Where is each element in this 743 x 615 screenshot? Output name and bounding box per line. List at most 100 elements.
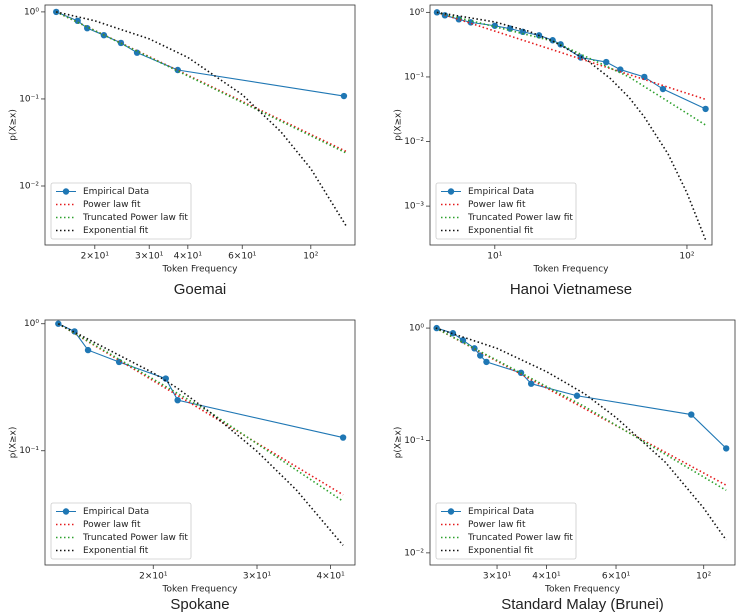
x-axis-label: Token Frequency [533, 265, 610, 275]
legend-label: Power law fit [83, 520, 141, 530]
legend-marker [62, 188, 70, 195]
x-tick-label: 2×10¹ [139, 572, 168, 582]
x-tick-label: 3×10¹ [135, 252, 164, 262]
data-point [557, 41, 564, 48]
y-tick-label: 10⁰ [24, 319, 39, 329]
series-line [436, 11, 707, 126]
data-point [527, 380, 535, 387]
plot-frame [44, 4, 356, 246]
data-point [477, 352, 484, 359]
legend-label: Empirical Data [468, 187, 534, 197]
legend-marker [62, 508, 70, 515]
y-tick-label: 10⁻² [404, 137, 424, 147]
series-line [57, 323, 344, 496]
x-axis-label: Token Frequency [162, 265, 239, 275]
legend-label: Power law fit [468, 520, 526, 530]
panel-caption: Goemai [174, 281, 227, 298]
plot-frame [44, 319, 356, 566]
legend-label: Power law fit [83, 200, 141, 210]
series-line [57, 323, 344, 546]
data-point [722, 445, 730, 452]
y-tick-label: 10⁻¹ [19, 94, 39, 104]
data-point [55, 320, 62, 327]
x-tick-label: 4×10¹ [174, 252, 203, 262]
data-point [688, 411, 695, 418]
series-line [436, 11, 707, 241]
series-line [57, 323, 344, 502]
data-point [659, 85, 667, 93]
data-point [617, 66, 624, 73]
legend-label: Empirical Data [468, 507, 534, 517]
data-point [471, 345, 478, 352]
series-line [58, 323, 344, 439]
y-tick-label: 10⁻¹ [404, 436, 424, 446]
series-line [436, 11, 706, 110]
y-tick-label: 10⁰ [409, 8, 424, 18]
series-line [436, 11, 706, 101]
x-tick-label: 10² [696, 572, 711, 582]
data-point [573, 392, 581, 399]
legend-box [435, 502, 577, 560]
legend-marker [447, 188, 455, 195]
legend-label: Exponential fit [83, 226, 149, 236]
series-line [55, 11, 345, 97]
legend-marker [447, 508, 455, 515]
data-point [339, 434, 347, 441]
y-tick-label: 10⁰ [409, 324, 424, 334]
data-point [117, 39, 125, 47]
legend-label: Exponential fit [83, 546, 149, 556]
data-point [174, 396, 181, 404]
legend-label: Empirical Data [83, 187, 149, 197]
legend-label: Truncated Power law fit [82, 213, 188, 223]
y-tick-label: 10⁻¹ [404, 72, 424, 82]
panel-caption: Spokane [170, 596, 229, 613]
series-line [56, 11, 347, 227]
y-tick-label: 10⁰ [24, 7, 39, 17]
series-line [435, 327, 727, 492]
legend-box [50, 502, 192, 560]
x-tick-label: 4×10¹ [532, 572, 561, 582]
legend-label: Exponential fit [468, 226, 534, 236]
series-line [436, 327, 727, 449]
x-tick-label: 6×10¹ [602, 572, 631, 582]
x-tick-label: 10² [303, 252, 318, 262]
legend-box [435, 182, 577, 240]
y-tick-label: 10⁻¹ [19, 446, 39, 456]
legend-box [50, 182, 192, 240]
y-tick-label: 10⁻³ [404, 202, 424, 212]
series-line [55, 11, 347, 154]
data-point [449, 330, 457, 337]
data-point [483, 358, 490, 366]
x-tick-label: 3×10¹ [243, 572, 272, 582]
x-tick-label: 6×10¹ [228, 252, 257, 262]
x-tick-label: 3×10¹ [483, 572, 512, 582]
y-axis-label: p(X≥x) [394, 427, 404, 459]
x-axis-label: Token Frequency [544, 585, 621, 595]
y-axis-label: p(X≥x) [9, 109, 19, 141]
series-line [435, 327, 727, 486]
plot-frame [429, 4, 713, 246]
y-axis-label: p(X≥x) [9, 427, 19, 459]
data-point [84, 346, 92, 354]
plot-frame [429, 319, 736, 566]
data-point [702, 105, 709, 113]
x-tick-label: 10² [679, 252, 694, 262]
panel-caption: Standard Malay (Brunei) [501, 596, 664, 613]
x-tick-label: 4×10¹ [316, 572, 345, 582]
x-axis-label: Token Frequency [162, 585, 239, 595]
legend-label: Exponential fit [468, 546, 534, 556]
legend-label: Truncated Power law fit [467, 533, 573, 543]
y-axis-label: p(X≥x) [394, 109, 404, 141]
legend-label: Truncated Power law fit [82, 533, 188, 543]
data-point [162, 375, 169, 382]
legend-label: Truncated Power law fit [467, 213, 573, 223]
panel-caption: Hanoi Vietnamese [510, 281, 632, 298]
data-point [340, 92, 348, 100]
y-tick-label: 10⁻² [404, 548, 424, 558]
data-point [641, 73, 648, 81]
legend-label: Power law fit [468, 200, 526, 210]
y-tick-label: 10⁻² [19, 181, 39, 191]
x-tick-label: 2×10¹ [81, 252, 110, 262]
legend-label: Empirical Data [83, 507, 149, 517]
